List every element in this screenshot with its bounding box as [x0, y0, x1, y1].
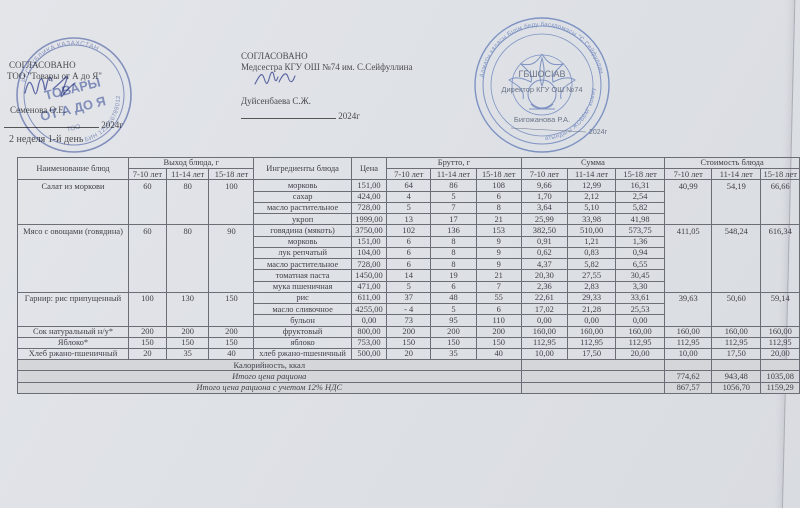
svg-text:Директор КГУ ОШ №74: Директор КГУ ОШ №74	[501, 85, 582, 94]
svg-text:Бигожанова Р.А.: Бигожанова Р.А.	[514, 115, 570, 124]
svg-text:ГБШОСІАВ: ГБШОСІАВ	[518, 69, 565, 79]
svg-text:2024г: 2024г	[589, 129, 608, 136]
svg-text:ТОО: ТОО	[66, 123, 81, 133]
